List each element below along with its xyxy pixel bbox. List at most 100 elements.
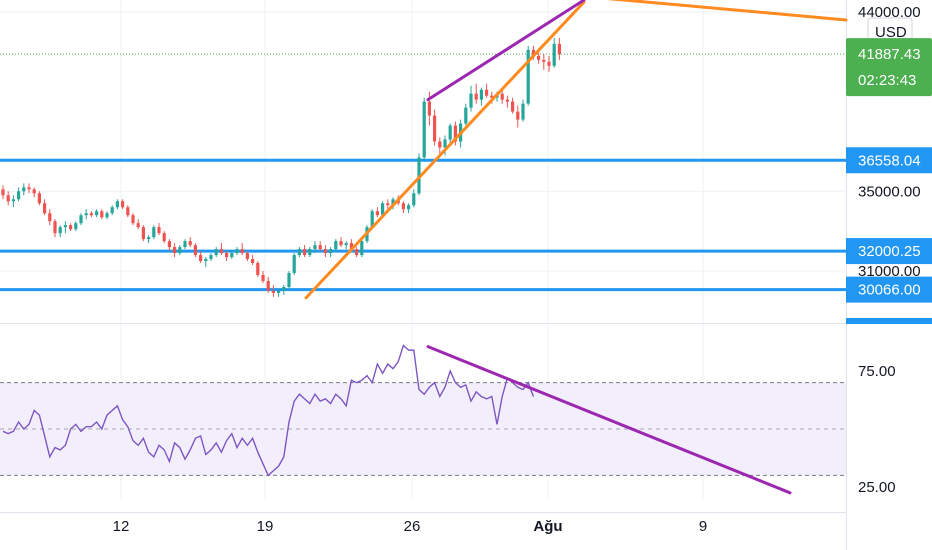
candle xyxy=(37,191,41,206)
level-tag xyxy=(846,238,932,265)
candle-body xyxy=(1,189,5,196)
time-tick-label: 9 xyxy=(699,518,707,535)
candle xyxy=(95,209,99,218)
candle-body xyxy=(173,247,177,254)
candle-body xyxy=(438,141,442,148)
rsi-line xyxy=(2,344,535,477)
time-tick-label: Ağu xyxy=(533,518,562,535)
candle-body xyxy=(157,227,161,234)
candle-body xyxy=(505,99,509,102)
candle-body xyxy=(266,280,270,291)
candle-body xyxy=(11,199,15,202)
candle xyxy=(1,185,5,200)
candle xyxy=(318,241,322,252)
candle xyxy=(178,245,182,256)
trendline[interactable] xyxy=(426,0,586,102)
candle-body xyxy=(219,249,223,254)
level-tag-label: 30066.00 xyxy=(858,282,921,299)
candle xyxy=(308,247,312,258)
candle xyxy=(167,239,171,252)
trendlines[interactable] xyxy=(304,0,848,495)
candle-body xyxy=(235,249,239,254)
candle xyxy=(245,251,249,262)
time-tick-label: 26 xyxy=(404,518,421,535)
candle xyxy=(251,255,255,266)
candle-body xyxy=(407,205,411,210)
candle-body xyxy=(417,157,421,194)
candle xyxy=(105,211,109,220)
countdown-label: 02:23:43 xyxy=(858,72,916,89)
candle xyxy=(199,251,203,264)
candle-body xyxy=(27,187,31,190)
trendline[interactable] xyxy=(304,0,586,300)
candle-body xyxy=(79,215,83,224)
rsi-band xyxy=(0,382,846,476)
candle xyxy=(542,53,546,70)
candle-body xyxy=(552,43,556,66)
candle xyxy=(121,199,125,210)
candle-body xyxy=(251,259,255,264)
candle xyxy=(27,183,31,194)
candle xyxy=(303,245,307,258)
candle xyxy=(173,243,177,258)
candle xyxy=(209,253,213,262)
candle-body xyxy=(349,243,353,250)
time-axis[interactable]: 12 19 26 Ağu 9 xyxy=(113,518,708,535)
candle-body xyxy=(344,243,348,246)
candle xyxy=(339,237,343,248)
price-tick-label: 35000.00 xyxy=(858,183,921,200)
price-axis[interactable]: 44000.00 35000.00 31000.00 USD 36558.04 32000… xyxy=(846,4,932,496)
candle-body xyxy=(370,211,374,228)
candle-body xyxy=(37,193,41,204)
candle-body xyxy=(256,263,260,275)
candle xyxy=(11,195,15,208)
candle-body xyxy=(6,195,10,202)
candle-body xyxy=(17,191,21,200)
candle xyxy=(287,271,291,289)
candle-body xyxy=(355,249,359,256)
candle xyxy=(557,37,561,60)
candle xyxy=(422,97,426,160)
candle xyxy=(136,219,140,230)
candle xyxy=(500,89,504,104)
candle xyxy=(225,251,229,262)
candle xyxy=(152,225,156,240)
candle xyxy=(89,211,93,218)
candle-body xyxy=(521,103,525,120)
candle xyxy=(479,87,483,106)
candle-body xyxy=(32,189,36,194)
candle xyxy=(43,199,47,216)
candle xyxy=(22,183,26,196)
candle xyxy=(505,95,509,108)
candle-body xyxy=(53,221,57,234)
candle-body xyxy=(240,249,244,254)
candle-body xyxy=(318,245,322,250)
candle-body xyxy=(110,207,114,214)
candle xyxy=(355,247,359,258)
time-tick-label: 19 xyxy=(257,518,274,535)
candle-body xyxy=(209,255,213,260)
candle xyxy=(407,203,411,214)
candle-body xyxy=(214,249,218,256)
candle-body xyxy=(474,93,478,100)
candle xyxy=(115,199,119,210)
candle xyxy=(48,209,52,226)
candle-body xyxy=(334,241,338,250)
candle xyxy=(183,239,187,250)
candle-body xyxy=(511,101,515,112)
rsi-trendline[interactable] xyxy=(426,345,792,495)
candle xyxy=(271,284,275,297)
candle xyxy=(547,55,551,72)
price-tick-label: 31000.00 xyxy=(858,263,921,280)
candle xyxy=(552,37,556,68)
trendline[interactable] xyxy=(602,0,848,22)
candle-body xyxy=(100,211,104,218)
candle-body xyxy=(485,89,489,96)
candle-body xyxy=(188,241,192,246)
candle xyxy=(188,237,192,248)
candle xyxy=(204,257,208,268)
candle-body xyxy=(526,49,530,104)
candle-body xyxy=(531,49,535,56)
candle-body xyxy=(391,199,395,206)
